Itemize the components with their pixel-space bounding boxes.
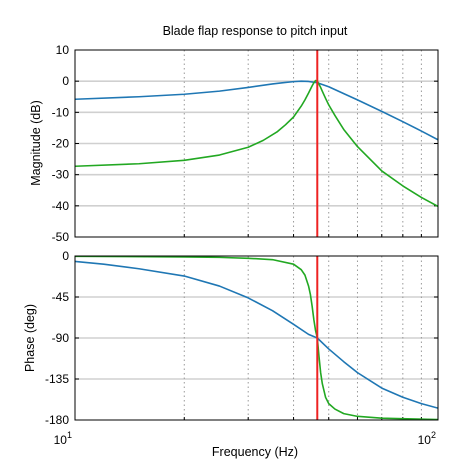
magnitude-frame — [74, 49, 439, 238]
phase-panel: 0 -45 -90 -135 -180 — [45, 249, 439, 427]
magnitude-series-blue — [75, 80, 438, 141]
phase-y-axis-label: Phase (deg) — [23, 304, 37, 372]
phase-y-tick-label: -135 — [45, 372, 69, 386]
magnitude-y-tick-label: -50 — [52, 230, 70, 244]
x-tick-label-10: 101 — [54, 430, 72, 447]
x-axis-label: Frequency (Hz) — [212, 445, 298, 459]
phase-y-tick-label: -45 — [52, 290, 70, 304]
phase-series-green — [75, 256, 438, 420]
phase-y-tick-label: -90 — [52, 331, 70, 345]
phase-frame — [74, 255, 439, 421]
magnitude-y-tick-label: -20 — [52, 137, 70, 151]
chart-title: Blade flap response to pitch input — [163, 24, 348, 38]
magnitude-y-tick-label: 0 — [62, 74, 69, 88]
phase-y-tick-label: 0 — [62, 249, 69, 263]
magnitude-y-axis-label: Magnitude (dB) — [29, 100, 43, 185]
phase-series-blue — [75, 260, 438, 409]
magnitude-y-tick-label: -40 — [52, 199, 70, 213]
x-tick-label-100: 102 — [418, 430, 436, 447]
magnitude-series-green — [75, 79, 438, 208]
phase-y-tick-label: -180 — [45, 413, 69, 427]
magnitude-y-tick-label: 10 — [56, 43, 70, 57]
magnitude-panel: 10 0 -10 -20 -30 -40 -50 — [52, 43, 439, 244]
magnitude-y-tick-label: -10 — [52, 105, 70, 119]
magnitude-y-tick-label: -30 — [52, 168, 70, 182]
